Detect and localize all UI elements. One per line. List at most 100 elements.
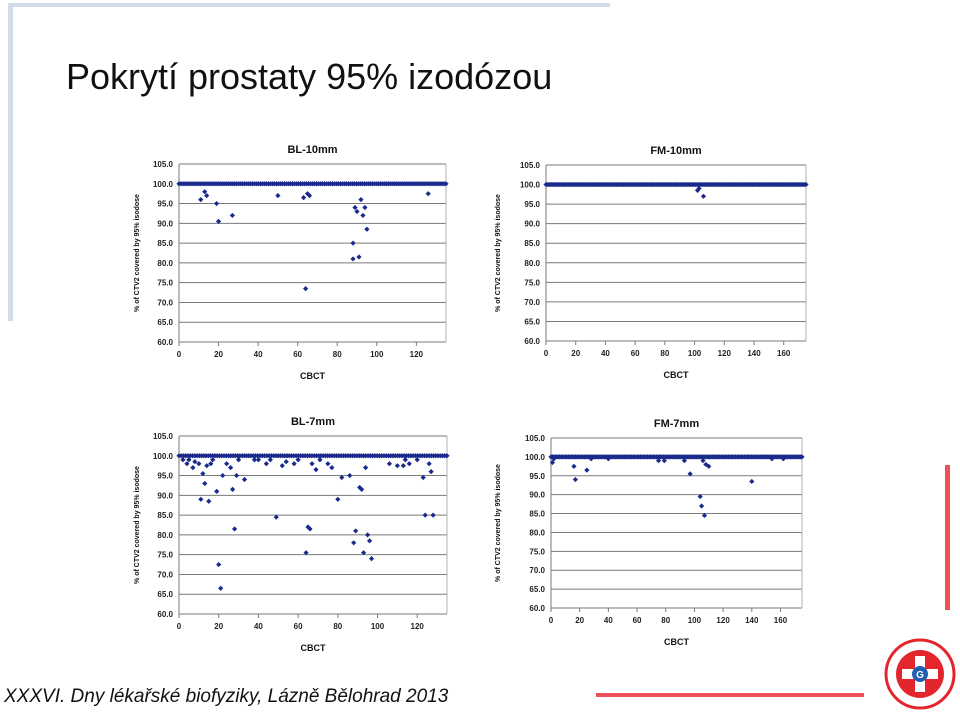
data-point (208, 461, 214, 467)
data-point (444, 453, 450, 459)
data-point (218, 585, 224, 591)
data-point (350, 240, 356, 246)
x-axis-label: CBCT (664, 637, 689, 647)
data-point (291, 461, 297, 467)
y-tick-label: 65.0 (157, 590, 173, 599)
chart-fm-10mm: FM-10mm 60.0 65.0 70.0 75.0 80.0 85.0 90.0 95.0 1… (488, 139, 813, 380)
x-tick-label: 60 (294, 622, 303, 631)
data-point (362, 204, 368, 211)
data-point (198, 496, 204, 502)
right-accent-bar (945, 465, 950, 610)
x-tick-label: 20 (214, 622, 223, 631)
y-tick-label: 95.0 (529, 472, 545, 481)
y-tick-label: 80.0 (529, 528, 545, 537)
x-tick-label: 120 (718, 349, 732, 358)
y-tick-label: 70.0 (157, 298, 173, 307)
y-axis-label: % of CTV2 covered by 95% isodose (495, 194, 502, 312)
x-tick-label: 120 (716, 616, 730, 625)
data-point (302, 286, 309, 292)
data-point (210, 457, 216, 463)
data-point (430, 512, 436, 518)
data-point (224, 461, 230, 467)
y-tick-label: 90.0 (524, 220, 540, 229)
chart-title: FM-10mm (650, 145, 702, 157)
data-point (235, 457, 242, 463)
y-tick-label: 75.0 (157, 279, 173, 288)
y-tick-label: 60.0 (524, 337, 540, 346)
y-tick-label: 60.0 (157, 610, 173, 619)
y-tick-label: 105.0 (153, 432, 174, 441)
data-point (354, 208, 360, 215)
y-tick-label: 65.0 (524, 317, 540, 326)
y-tick-label: 100.0 (153, 452, 174, 461)
y-tick-label: 85.0 (529, 510, 545, 519)
data-point (206, 498, 212, 504)
data-point (309, 461, 315, 467)
data-point (697, 493, 703, 500)
y-tick-label: 70.0 (524, 298, 540, 307)
data-point (605, 456, 611, 462)
x-tick-label: 20 (575, 616, 584, 625)
data-point (422, 512, 428, 518)
data-point (394, 463, 400, 469)
data-point (358, 197, 364, 203)
chart-svg: BL-10mm 60.0 65.0 70.0 75.0 80.0 85.0 90.0 95.0 1… (134, 144, 449, 381)
y-tick-label: 75.0 (524, 278, 540, 287)
data-point (313, 467, 319, 473)
x-tick-label: 120 (410, 350, 424, 359)
y-tick-label: 90.0 (157, 219, 173, 228)
svg-text:G: G (916, 670, 924, 681)
y-tick-label: 70.0 (157, 570, 173, 579)
x-tick-label: 60 (633, 616, 642, 625)
x-tick-label: 160 (777, 349, 791, 358)
data-point (360, 212, 366, 219)
x-tick-label: 20 (214, 350, 223, 359)
x-tick-label: 80 (660, 349, 669, 358)
data-point (329, 465, 335, 471)
data-point (267, 457, 273, 463)
data-point (402, 457, 408, 463)
x-tick-label: 0 (544, 349, 549, 358)
x-tick-label: 0 (549, 616, 554, 625)
data-point (275, 193, 281, 199)
x-axis-label: CBCT (300, 371, 325, 381)
x-tick-label: 160 (774, 616, 788, 625)
x-tick-label: 140 (745, 616, 759, 625)
data-point (588, 456, 594, 462)
data-point (780, 456, 786, 462)
y-tick-label: 85.0 (524, 239, 540, 248)
x-tick-label: 100 (371, 622, 385, 631)
data-point (295, 457, 301, 463)
x-axis-label: CBCT (664, 370, 689, 380)
x-tick-label: 40 (254, 350, 263, 359)
slide-title: Pokrytí prostaty 95% izodózou (66, 56, 553, 97)
data-point (425, 191, 431, 197)
data-point (190, 465, 196, 471)
data-point (700, 193, 707, 199)
data-point (306, 193, 313, 199)
data-point (420, 474, 426, 481)
x-axis-label: CBCT (301, 643, 326, 653)
y-tick-label: 80.0 (157, 531, 173, 540)
y-tick-label: 105.0 (153, 160, 174, 169)
data-point (350, 256, 356, 262)
y-axis-label: % of CTV2 covered by 95% isodose (134, 194, 141, 312)
x-tick-label: 40 (601, 349, 610, 358)
y-tick-label: 100.0 (153, 180, 174, 189)
y-tick-label: 85.0 (157, 239, 173, 248)
y-tick-label: 85.0 (157, 511, 173, 520)
data-point (317, 457, 323, 463)
data-point (803, 181, 809, 188)
data-point (699, 503, 705, 509)
data-point (572, 476, 578, 483)
data-point (364, 532, 371, 538)
data-point (233, 472, 240, 479)
data-point (231, 526, 238, 532)
chart-title: BL-7mm (291, 416, 335, 428)
data-point (216, 561, 222, 568)
x-tick-label: 100 (688, 349, 702, 358)
chart-svg: FM-7mm 60.0 65.0 70.0 75.0 80.0 85.0 90.0 95.0 10… (495, 418, 805, 647)
chart-fm-7mm: FM-7mm 60.0 65.0 70.0 75.0 80.0 85.0 90.0 95.0 10… (488, 412, 813, 652)
chart-title: BL-10mm (287, 144, 337, 156)
data-point (192, 459, 198, 465)
